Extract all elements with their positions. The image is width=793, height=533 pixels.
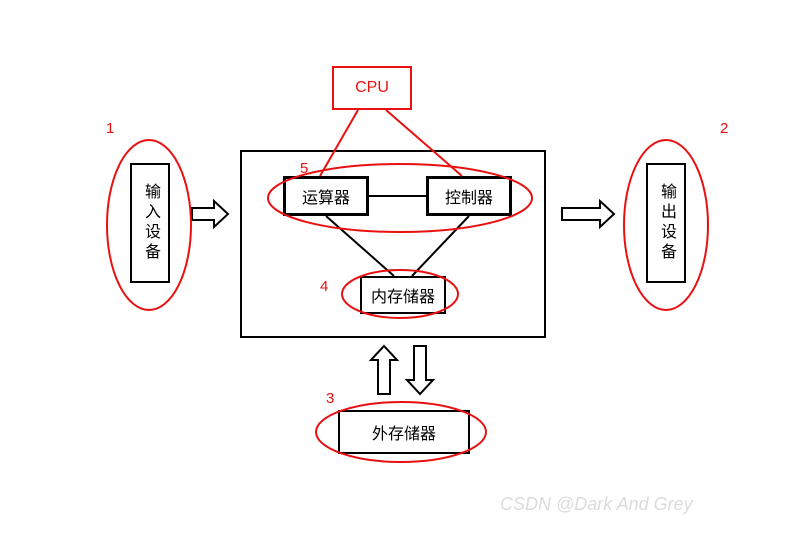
internal-memory-box: 内存储器: [360, 276, 446, 314]
output-device-box: 输出设备: [646, 163, 686, 283]
controller-box: 控制器: [426, 176, 512, 216]
watermark-text: CSDN @Dark And Grey: [500, 494, 693, 515]
external-memory-box: 外存储器: [338, 410, 470, 454]
annotation-4: 4: [320, 278, 328, 295]
annotation-5: 5: [300, 160, 308, 177]
input-device-box: 输入设备: [130, 163, 170, 283]
controller-label: 控制器: [445, 184, 493, 208]
annotation-2: 2: [720, 120, 728, 137]
annotation-3: 3: [326, 390, 334, 407]
cpu-box: CPU: [332, 66, 412, 110]
input-device-label: 输入设备: [138, 183, 162, 263]
annotation-1: 1: [106, 120, 114, 137]
cpu-label: CPU: [355, 79, 389, 97]
alu-label: 运算器: [302, 184, 350, 208]
internal-memory-label: 内存储器: [371, 283, 435, 307]
output-device-label: 输出设备: [654, 183, 678, 263]
diagram-canvas: CPU 输入设备 输出设备 运算器 控制器 内存储器 外存储器 1 2 3 4 …: [0, 0, 793, 533]
alu-box: 运算器: [283, 176, 369, 216]
external-memory-label: 外存储器: [372, 420, 436, 444]
